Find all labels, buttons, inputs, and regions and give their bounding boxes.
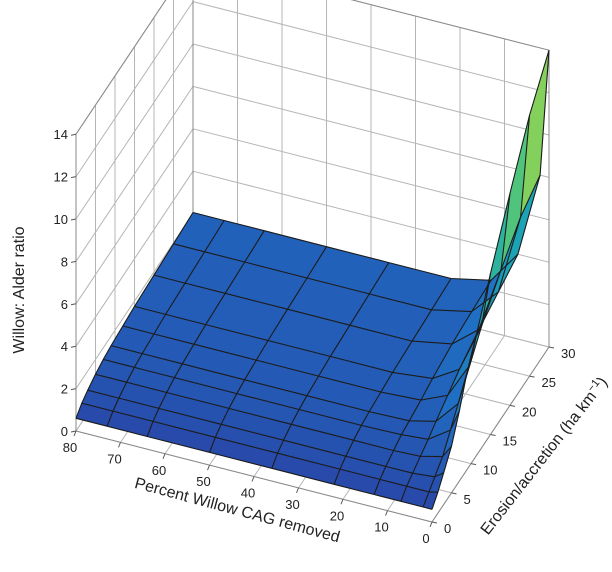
x-tick-mark <box>162 453 166 459</box>
z-tick-label: 2 <box>61 382 68 397</box>
surface-mesh-line <box>333 278 452 485</box>
x-tick-mark <box>207 464 210 471</box>
y-tick-label: 0 <box>444 521 451 536</box>
x-tick-label: 80 <box>63 440 77 455</box>
z-tick-label: 12 <box>54 170 68 185</box>
axis-frame-line <box>350 0 550 51</box>
y-tick-mark <box>431 521 438 524</box>
surface-mesh-line <box>422 174 541 508</box>
z-tick-label: 0 <box>61 424 68 439</box>
x-tick-mark <box>73 430 77 437</box>
grid-line <box>192 128 550 221</box>
y-tick-label: 20 <box>522 404 536 419</box>
z-tick-mark <box>70 133 77 136</box>
surface-mesh-line <box>271 262 390 469</box>
surface-mesh-line <box>122 324 480 401</box>
surface-mesh-line <box>431 50 550 510</box>
grid-line <box>75 128 194 305</box>
surface-mesh-line <box>192 50 550 281</box>
surface-mesh-line <box>173 115 531 313</box>
grid-line <box>192 85 550 178</box>
z-tick-label: 14 <box>54 127 68 142</box>
grid-line <box>75 86 194 262</box>
grid-line <box>192 170 550 263</box>
x-tick-mark <box>340 499 344 505</box>
z-tick-mark <box>70 388 77 391</box>
surface-mesh-line <box>373 280 492 495</box>
z-tick-label: 6 <box>61 297 68 312</box>
z-tick-mark <box>70 218 77 221</box>
surface-mesh-line <box>153 193 511 345</box>
surface-mesh-line <box>81 402 438 493</box>
surface-mesh-line <box>146 230 265 437</box>
x-axis-title: Percent Willow CAG removed <box>133 475 342 546</box>
grid-line <box>75 170 194 347</box>
x-tick-mark <box>118 442 121 448</box>
y-tick-mark <box>490 434 496 436</box>
grid-line <box>75 43 194 220</box>
x-tick-label: 0 <box>422 531 429 546</box>
y-tick-mark <box>451 492 457 495</box>
y-tick-label: 10 <box>483 463 497 478</box>
surface-mesh-line <box>95 373 452 458</box>
z-tick-mark <box>70 176 77 179</box>
y-axis-title: Erosion/accretion (ha km−1) <box>476 373 611 538</box>
surface-mesh-line <box>75 417 433 510</box>
surface-mesh-line <box>87 389 444 478</box>
z-tick-mark <box>70 303 77 306</box>
x-tick-mark <box>385 510 388 516</box>
surface-plot <box>75 50 550 510</box>
x-tick-label: 50 <box>196 474 210 489</box>
grid-line <box>192 43 550 136</box>
x-tick-label: 10 <box>374 520 388 535</box>
z-axis-title: Willow: Alder ratio <box>11 226 28 353</box>
x-tick-label: 40 <box>241 486 255 501</box>
z-tick-mark <box>70 430 77 433</box>
z-tick-label: 4 <box>61 339 68 354</box>
surface-mesh-line <box>106 220 225 427</box>
y-tick-label: 25 <box>542 375 556 390</box>
surface-mesh-line <box>103 358 460 440</box>
surface-mesh-line <box>400 253 519 502</box>
x-tick-mark <box>296 487 299 494</box>
x-tick-label: 70 <box>107 451 121 466</box>
grid-line <box>75 1 194 177</box>
axis-frame-line <box>75 0 167 135</box>
surface-mesh-line <box>208 246 327 453</box>
y-tick-mark <box>529 375 535 378</box>
surface-mesh-line <box>110 345 468 422</box>
y-tick-mark <box>548 346 555 349</box>
y-tick-label: 5 <box>464 492 471 507</box>
surface-mesh-line <box>75 212 194 419</box>
z-tick-mark <box>70 260 77 263</box>
x-tick-mark <box>251 476 255 482</box>
grid-line <box>192 1 550 94</box>
y-tick-label: 30 <box>561 346 575 361</box>
y-tick-mark <box>509 404 516 407</box>
x-tick-label: 20 <box>330 508 344 523</box>
z-tick-label: 10 <box>54 212 68 227</box>
x-tick-mark <box>429 521 433 528</box>
z-tick-label: 8 <box>61 254 68 269</box>
y-tick-label: 15 <box>503 434 517 449</box>
y-tick-mark <box>470 463 477 466</box>
z-tick-mark <box>70 345 77 348</box>
x-tick-label: 30 <box>285 497 299 512</box>
x-tick-label: 60 <box>152 463 166 478</box>
